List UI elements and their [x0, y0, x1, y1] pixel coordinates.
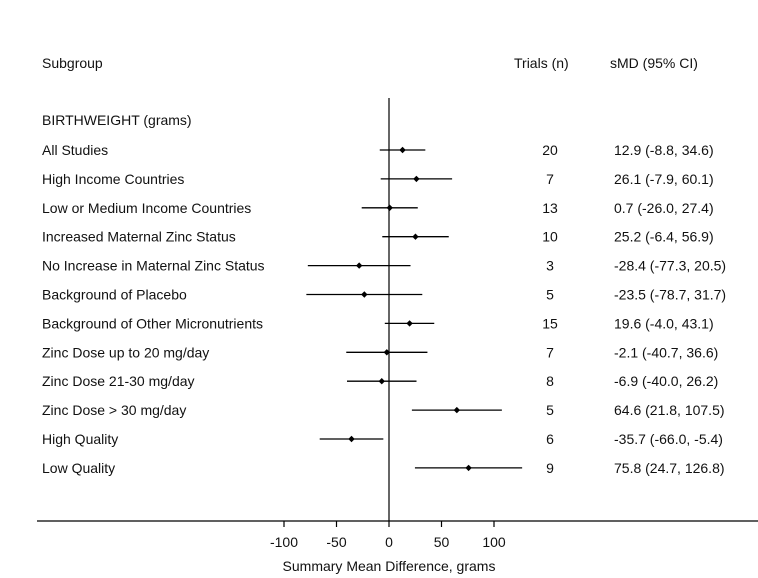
column-headers: Subgroup Trials (n) sMD (95% CI)	[42, 55, 698, 71]
effect-ci: -35.7 (-66.0, -5.4)	[614, 431, 723, 447]
effect-ci: 19.6 (-4.0, 43.1)	[614, 315, 714, 331]
header-subgroup: Subgroup	[42, 55, 103, 71]
trials-count: 7	[546, 171, 554, 187]
trials-count: 3	[546, 258, 554, 274]
forest-row: Zinc Dose up to 20 mg/day 7 -2.1 (-40.7, 3…	[42, 344, 718, 360]
trials-count: 8	[546, 373, 554, 389]
trials-count: 5	[546, 287, 554, 303]
effect-ci: -2.1 (-40.7, 36.6)	[614, 344, 718, 360]
point-estimate	[406, 320, 413, 327]
point-estimate	[383, 349, 390, 356]
effect-ci: 26.1 (-7.9, 60.1)	[614, 171, 714, 187]
point-estimate	[348, 435, 355, 443]
x-axis-ticks: -100 -50 0 50 100	[270, 521, 506, 550]
point-estimate	[453, 406, 461, 414]
x-tick-label: 50	[434, 534, 450, 550]
forest-row: Background of Placebo 5 -23.5 (-78.7, 31.7…	[42, 287, 726, 303]
effect-ci: 64.6 (21.8, 107.5)	[614, 402, 725, 418]
forest-row: All Studies 20 12.9 (-8.8, 34.6)	[42, 142, 714, 158]
effect-ci: -6.9 (-40.0, 26.2)	[614, 373, 718, 389]
effect-ci: 0.7 (-26.0, 27.4)	[614, 200, 714, 216]
row-label: Zinc Dose > 30 mg/day	[42, 402, 186, 418]
trials-count: 15	[542, 315, 558, 331]
row-label: All Studies	[42, 142, 108, 158]
header-effect: sMD (95% CI)	[610, 55, 698, 71]
x-tick-label: -50	[326, 534, 346, 550]
point-estimate	[378, 378, 385, 385]
forest-row: High Income Countries 7 26.1 (-7.9, 60.1)	[42, 171, 714, 187]
forest-row: Zinc Dose > 30 mg/day 5 64.6 (21.8, 107.5)	[42, 402, 725, 418]
row-label: Low or Medium Income Countries	[42, 200, 251, 216]
trials-count: 6	[546, 431, 554, 447]
row-label: High Income Countries	[42, 171, 184, 187]
effect-ci: -23.5 (-78.7, 31.7)	[614, 287, 726, 303]
x-tick-label: 100	[482, 534, 506, 550]
trials-count: 9	[546, 460, 554, 476]
data-rows: All Studies 20 12.9 (-8.8, 34.6) High Incom…	[42, 142, 726, 476]
row-label: Background of Placebo	[42, 287, 187, 303]
forest-row: No Increase in Maternal Zinc Status 3 -28.…	[42, 258, 726, 274]
forest-row: Increased Maternal Zinc Status 10 25.2 (-6…	[42, 229, 714, 245]
point-estimate	[399, 146, 406, 154]
x-tick-label: -100	[270, 534, 298, 550]
trials-count: 13	[542, 200, 558, 216]
forest-row: High Quality 6 -35.7 (-66.0, -5.4)	[42, 431, 723, 447]
trials-count: 10	[542, 229, 558, 245]
section-label: BIRTHWEIGHT (grams)	[42, 112, 192, 128]
effect-ci: 12.9 (-8.8, 34.6)	[614, 142, 714, 158]
effect-ci: 75.8 (24.7, 126.8)	[614, 460, 725, 476]
point-estimate	[412, 233, 419, 240]
forest-row: Low or Medium Income Countries 13 0.7 (-26…	[42, 200, 714, 216]
effect-ci: 25.2 (-6.4, 56.9)	[614, 229, 714, 245]
row-label: Zinc Dose up to 20 mg/day	[42, 344, 209, 360]
trials-count: 5	[546, 402, 554, 418]
row-label: Increased Maternal Zinc Status	[42, 229, 236, 245]
trials-count: 20	[542, 142, 558, 158]
x-tick-label: 0	[385, 534, 393, 550]
row-label: High Quality	[42, 431, 118, 447]
point-estimate	[386, 204, 393, 211]
effect-ci: -28.4 (-77.3, 20.5)	[614, 258, 726, 274]
row-label: Background of Other Micronutrients	[42, 315, 263, 331]
forest-row: Low Quality 9 75.8 (24.7, 126.8)	[42, 460, 725, 476]
trials-count: 7	[546, 344, 554, 360]
forest-row: Zinc Dose 21-30 mg/day 8 -6.9 (-40.0, 26.2…	[42, 373, 718, 389]
row-label: No Increase in Maternal Zinc Status	[42, 258, 265, 274]
x-axis-title: Summary Mean Difference, grams	[283, 558, 496, 574]
point-estimate	[413, 175, 420, 183]
point-estimate	[465, 464, 472, 472]
row-label: Zinc Dose 21-30 mg/day	[42, 373, 195, 389]
header-trials: Trials (n)	[514, 55, 569, 71]
point-estimate	[361, 291, 368, 298]
forest-row: Background of Other Micronutrients 15 19.6…	[42, 315, 714, 331]
point-estimate	[355, 262, 363, 269]
row-label: Low Quality	[42, 460, 115, 476]
